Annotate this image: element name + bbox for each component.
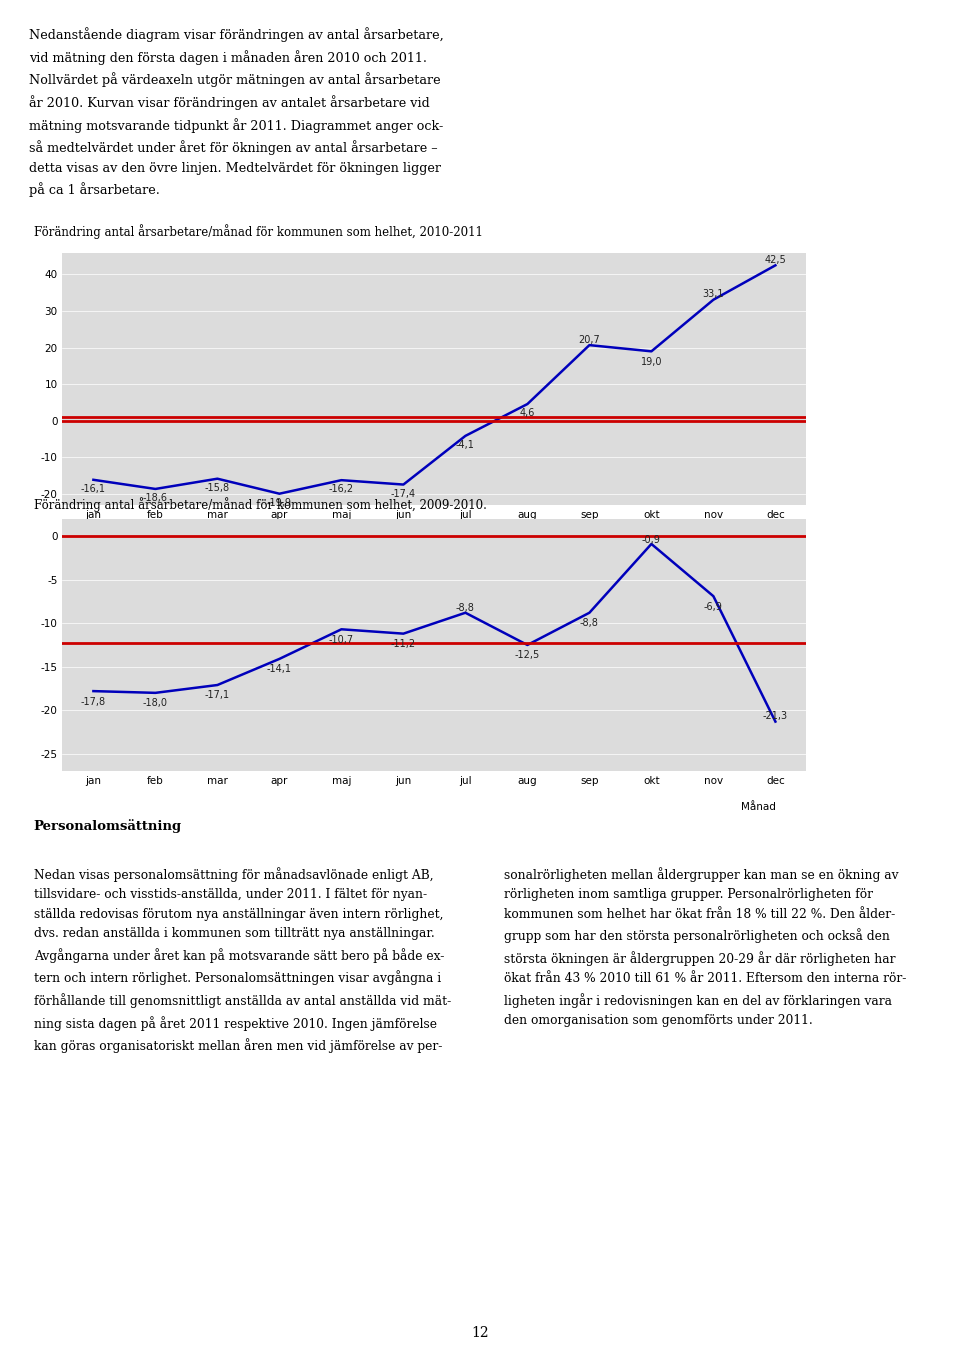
Text: 4,6: 4,6	[519, 408, 535, 418]
Text: 12: 12	[471, 1327, 489, 1340]
Text: sonalrörligheten mellan åldergrupper kan man se en ökning av
rörligheten inom sa: sonalrörligheten mellan åldergrupper kan…	[504, 867, 906, 1028]
X-axis label: Månad: Månad	[740, 801, 776, 812]
X-axis label: Månad: Månad	[740, 535, 776, 546]
Text: -12,5: -12,5	[515, 650, 540, 661]
Text: Personalomsättning: Personalomsättning	[34, 819, 181, 833]
Text: -8,8: -8,8	[580, 618, 599, 628]
Text: -16,1: -16,1	[81, 485, 106, 494]
Text: -17,8: -17,8	[81, 696, 106, 707]
Text: -18,6: -18,6	[143, 493, 168, 504]
Text: -4,1: -4,1	[456, 440, 475, 450]
Text: 19,0: 19,0	[640, 358, 662, 367]
Text: -0,9: -0,9	[642, 535, 660, 545]
Text: -11,2: -11,2	[391, 639, 416, 650]
Text: -8,8: -8,8	[456, 602, 475, 613]
Text: -16,2: -16,2	[329, 485, 354, 494]
Text: Nedan visas personalomsättning för månadsavlönade enligt AB,
tillsvidare- och vi: Nedan visas personalomsättning för månad…	[34, 867, 451, 1054]
Text: Förändring antal årsarbetare/månad för kommunen som helhet, 2010-2011: Förändring antal årsarbetare/månad för k…	[34, 224, 483, 239]
Text: -10,7: -10,7	[329, 635, 354, 644]
Text: -14,1: -14,1	[267, 665, 292, 674]
Text: -17,1: -17,1	[204, 691, 230, 700]
Text: -15,8: -15,8	[204, 483, 230, 493]
Text: -17,4: -17,4	[391, 489, 416, 498]
Text: 42,5: 42,5	[764, 255, 786, 265]
Text: Förändring antal årsarbetare/månad för kommunen som helhet, 2009-2010.: Förändring antal årsarbetare/månad för k…	[34, 497, 487, 512]
Text: -21,3: -21,3	[763, 711, 788, 721]
Text: 33,1: 33,1	[703, 289, 724, 299]
Text: Nedanstående diagram visar förändringen av antal årsarbetare,
vid mätning den fö: Nedanstående diagram visar förändringen …	[29, 27, 444, 197]
Text: -18,0: -18,0	[143, 699, 168, 708]
Text: 20,7: 20,7	[579, 334, 600, 344]
Text: -19,9: -19,9	[267, 498, 292, 508]
Text: -6,9: -6,9	[704, 602, 723, 612]
